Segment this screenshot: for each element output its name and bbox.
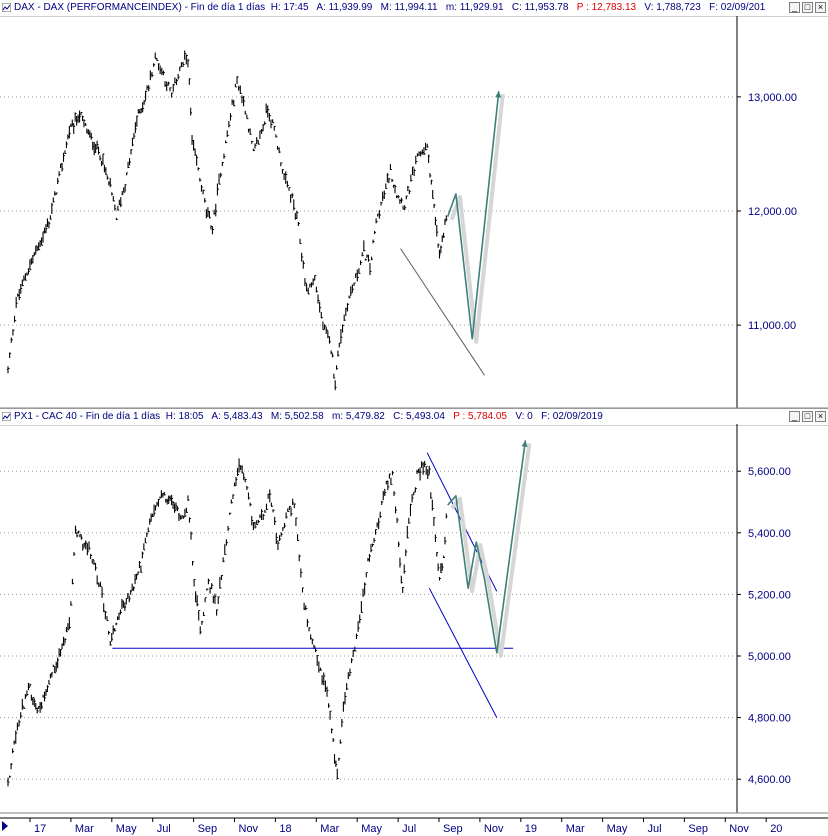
chart-icon bbox=[2, 412, 11, 421]
cac-close: C: 5,493.04 bbox=[393, 411, 445, 422]
scroll-left-icon bbox=[2, 821, 8, 831]
x-tick-label: May bbox=[607, 823, 628, 835]
dax-high: M: 11,994.11 bbox=[380, 2, 438, 13]
y-tick-label: 11,000.00 bbox=[748, 320, 796, 332]
projection-path bbox=[446, 91, 500, 340]
x-tick-label: Nov bbox=[729, 823, 749, 835]
dax-p-value: P : 12,783.13 bbox=[576, 2, 637, 13]
x-tick-label: Jul bbox=[157, 823, 171, 835]
channel-upper-line bbox=[426, 452, 498, 592]
dax-open: A: 11,939.99 bbox=[316, 2, 373, 13]
projection-path bbox=[447, 440, 527, 654]
dax-volume: V: 1,788,723 bbox=[644, 2, 701, 13]
dax-close-button[interactable]: × bbox=[815, 2, 826, 13]
dax-title: DAX - DAX (PERFORMANCEINDEX) - Fin de dí… bbox=[14, 2, 266, 13]
x-tick-label: Mar bbox=[566, 823, 585, 835]
projection-shadow bbox=[449, 93, 505, 344]
x-tick-label: Mar bbox=[320, 823, 339, 835]
x-tick-label: May bbox=[361, 823, 382, 835]
x-tick-label: Sep bbox=[443, 823, 463, 835]
x-tick-label: May bbox=[116, 823, 137, 835]
y-tick-label: 5,000.00 bbox=[748, 651, 791, 663]
projection-shadow bbox=[450, 443, 532, 658]
dax-close: C: 11,953.78 bbox=[511, 2, 569, 13]
cac-maximize-button[interactable]: □ bbox=[802, 411, 813, 422]
price-bars bbox=[6, 458, 448, 787]
cac-minimize-button[interactable]: _ bbox=[789, 411, 800, 422]
y-tick-label: 5,600.00 bbox=[748, 466, 791, 478]
cac-close-button[interactable]: × bbox=[815, 411, 826, 422]
dax-pane-header: DAX - DAX (PERFORMANCEINDEX) - Fin de dí… bbox=[0, 0, 828, 17]
dax-low: m: 11,929.91 bbox=[445, 2, 504, 13]
x-tick-label: Jul bbox=[648, 823, 662, 835]
cac-title: PX1 - CAC 40 - Fin de día 1 días bbox=[14, 411, 161, 422]
projection-arrowhead bbox=[521, 440, 528, 448]
x-tick-label: Mar bbox=[75, 823, 94, 835]
cac-plot: 5,600.00 5,400.00 5,200.00 5,000.00 4,800.00… bbox=[0, 424, 828, 814]
cac-open: A: 5,483.43 bbox=[211, 411, 263, 422]
cac-high: M: 5,502.58 bbox=[270, 411, 324, 422]
dax-time: H: 17:45 bbox=[270, 2, 309, 13]
channel-lower-line bbox=[428, 587, 498, 718]
x-tick-label: Sep bbox=[198, 823, 218, 835]
support-trendline bbox=[400, 248, 485, 376]
y-tick-label: 13,000.00 bbox=[748, 92, 797, 104]
y-tick-label: 12,000.00 bbox=[748, 206, 797, 218]
x-tick-label: 19 bbox=[525, 823, 537, 835]
x-tick-label: Nov bbox=[239, 823, 259, 835]
y-tick-label: 5,200.00 bbox=[748, 589, 791, 601]
y-tick-label: 4,800.00 bbox=[748, 713, 791, 725]
projection-arrowhead bbox=[495, 91, 502, 98]
cac-date: F: 02/09/2019 bbox=[541, 411, 603, 422]
cac-header-text: PX1 - CAC 40 - Fin de día 1 días H: 18:0… bbox=[14, 409, 603, 425]
cac-p-value: P : 5,784.05 bbox=[453, 411, 507, 422]
x-tick-label: 18 bbox=[279, 823, 291, 835]
dax-minimize-button[interactable]: _ bbox=[789, 2, 800, 13]
y-tick-label: 5,400.00 bbox=[748, 528, 791, 540]
time-axis: 17 Mar May Jul Sep Nov 18 Mar May Jul Sep Nov 19 Mar M… bbox=[0, 817, 828, 836]
cac-low: m: 5,479.82 bbox=[332, 411, 385, 422]
price-bars bbox=[6, 50, 448, 391]
x-tick-label: Nov bbox=[484, 823, 504, 835]
cac-volume: V: 0 bbox=[515, 411, 533, 422]
y-tick-label: 4,600.00 bbox=[748, 774, 791, 786]
dax-header-text: DAX - DAX (PERFORMANCEINDEX) - Fin de dí… bbox=[14, 0, 765, 16]
x-axis-band bbox=[0, 818, 828, 836]
dax-plot: 13,000.00 12,000.00 11,000.00 bbox=[0, 16, 828, 409]
x-tick-label: Sep bbox=[688, 823, 708, 835]
dax-maximize-button[interactable]: □ bbox=[802, 2, 813, 13]
cac-pane-header: PX1 - CAC 40 - Fin de día 1 días H: 18:0… bbox=[0, 408, 828, 426]
x-tick-label: 17 bbox=[34, 823, 46, 835]
x-tick-label: 20 bbox=[770, 823, 782, 835]
x-tick-label: Jul bbox=[402, 823, 416, 835]
cac-time: H: 18:05 bbox=[165, 411, 204, 422]
dax-date: F: 02/09/201 bbox=[709, 2, 766, 13]
chart-icon bbox=[2, 3, 11, 12]
